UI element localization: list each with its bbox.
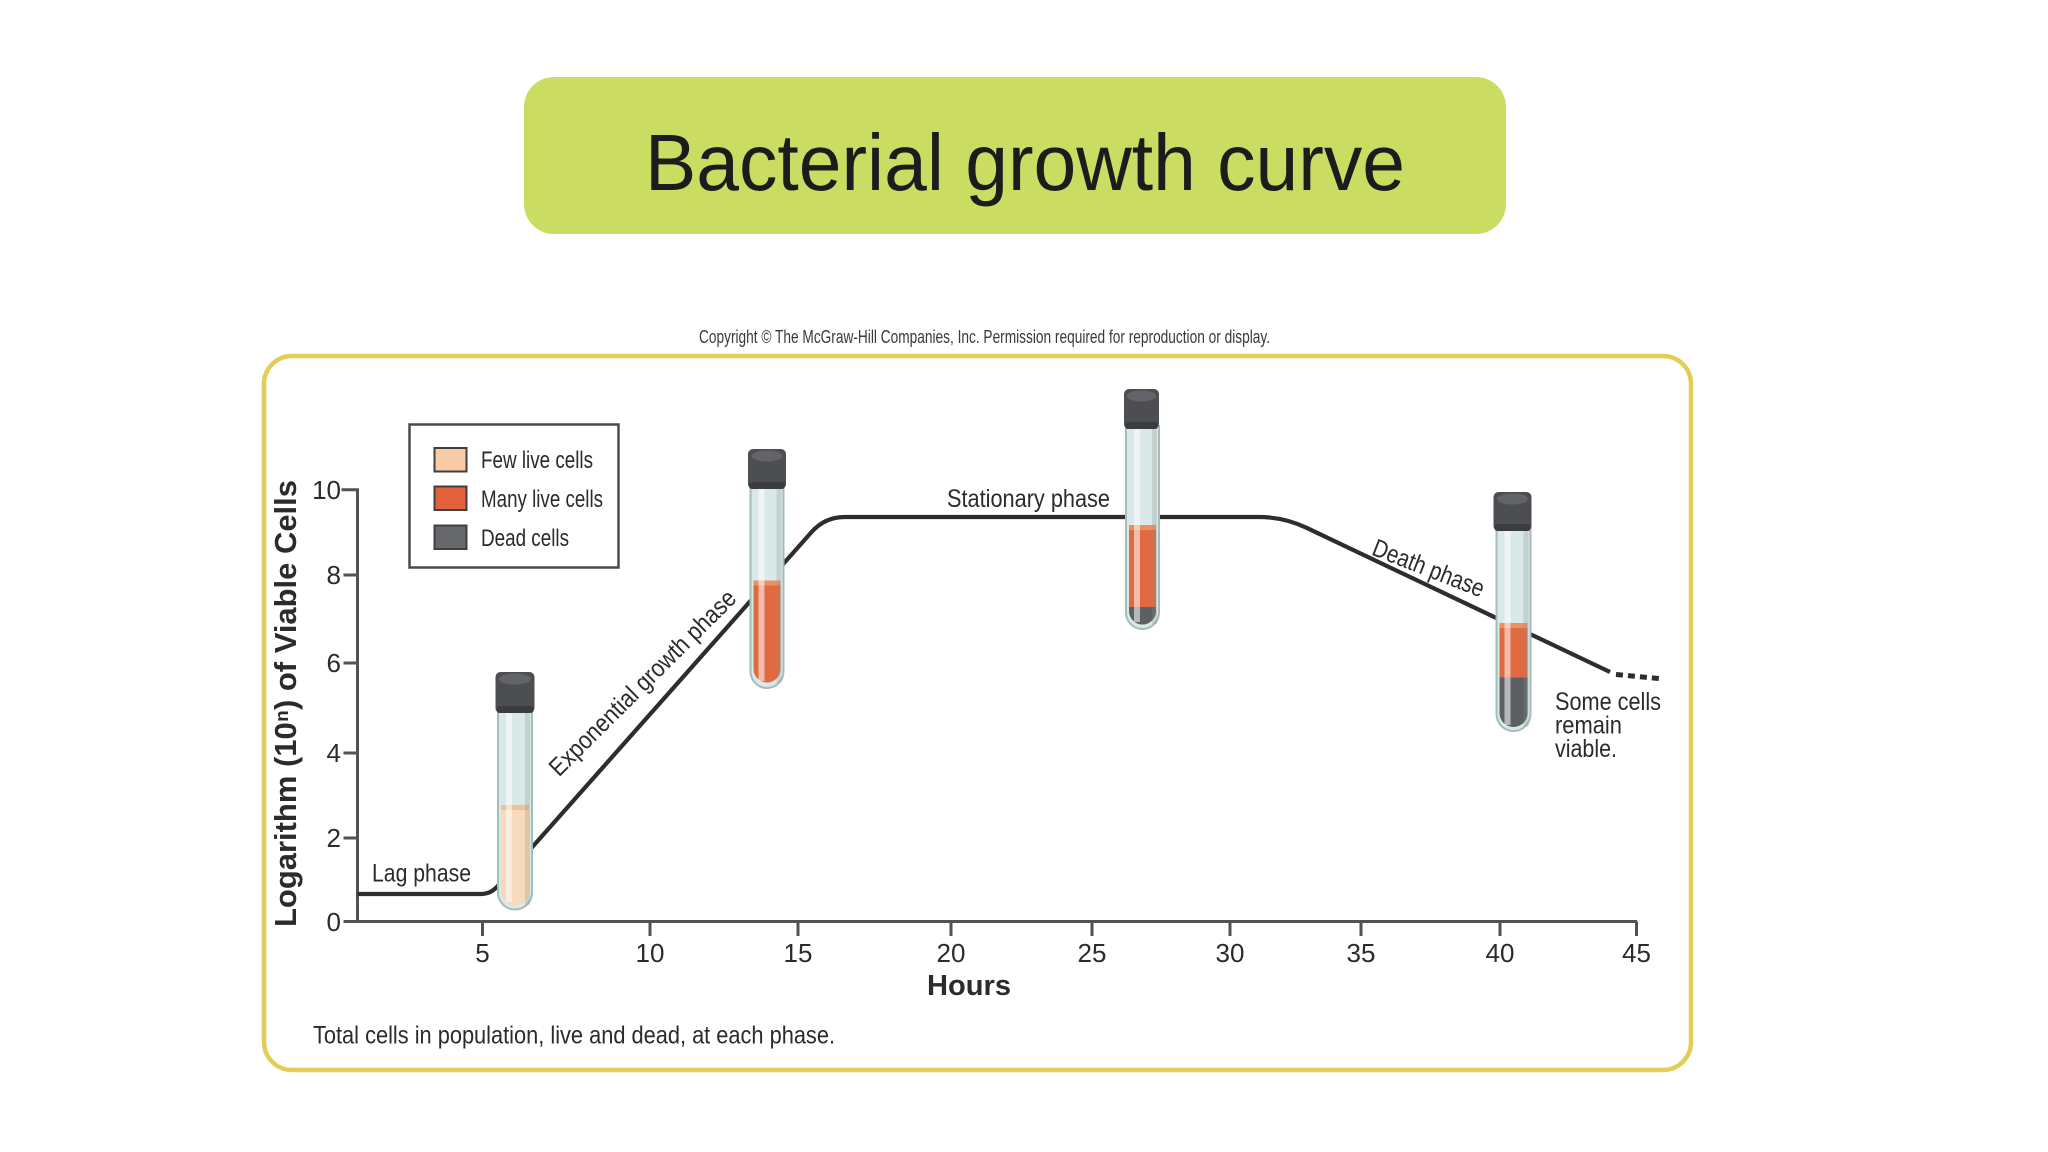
svg-text:15: 15	[784, 938, 813, 968]
svg-text:Few live cells: Few live cells	[481, 447, 593, 474]
svg-text:4: 4	[327, 738, 341, 768]
svg-text:10: 10	[312, 475, 341, 505]
svg-text:Dead cells: Dead cells	[481, 525, 569, 552]
svg-text:2: 2	[327, 823, 341, 853]
svg-text:6: 6	[327, 648, 341, 678]
svg-text:0: 0	[327, 907, 341, 937]
svg-text:30: 30	[1216, 938, 1245, 968]
svg-text:Lag phase: Lag phase	[372, 860, 471, 888]
svg-text:Hours: Hours	[927, 970, 1011, 1002]
svg-text:25: 25	[1078, 938, 1107, 968]
svg-text:Bacterial growth curve: Bacterial growth curve	[645, 118, 1405, 207]
svg-text:Copyright © The McGraw-Hill Co: Copyright © The McGraw-Hill Companies, I…	[699, 327, 1270, 347]
svg-text:5: 5	[475, 938, 489, 968]
svg-text:20: 20	[937, 938, 966, 968]
svg-text:8: 8	[327, 560, 341, 590]
svg-text:Many live cells: Many live cells	[481, 486, 603, 513]
svg-text:40: 40	[1486, 938, 1515, 968]
svg-text:Some cells: Some cells	[1555, 688, 1661, 716]
svg-text:Logarithm (10ⁿ) of Viable Cell: Logarithm (10ⁿ) of Viable Cells	[268, 480, 303, 927]
svg-text:Stationary phase: Stationary phase	[947, 485, 1110, 513]
svg-text:35: 35	[1347, 938, 1376, 968]
svg-text:remain: remain	[1555, 712, 1622, 740]
svg-text:10: 10	[636, 938, 665, 968]
svg-text:viable.: viable.	[1555, 735, 1617, 763]
svg-text:Total cells in population, liv: Total cells in population, live and dead…	[313, 1022, 835, 1050]
svg-text:45: 45	[1622, 938, 1651, 968]
